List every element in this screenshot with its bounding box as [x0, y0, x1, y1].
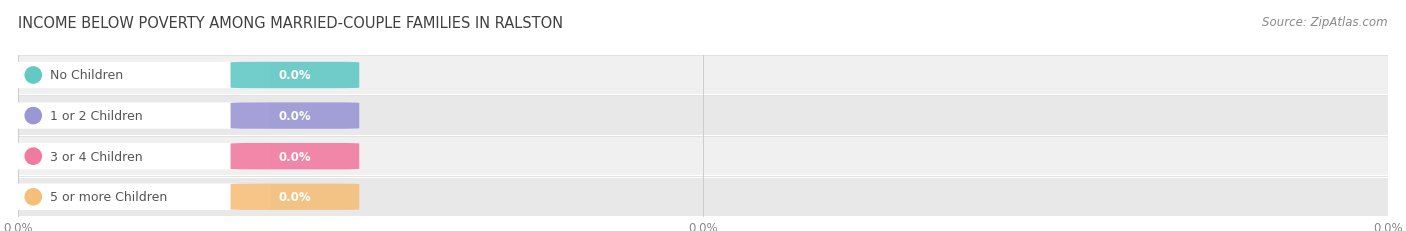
Bar — [18, 178, 1388, 216]
Text: 1 or 2 Children: 1 or 2 Children — [49, 109, 142, 123]
FancyBboxPatch shape — [1, 184, 270, 210]
Ellipse shape — [25, 189, 41, 205]
FancyBboxPatch shape — [1, 143, 270, 170]
Text: 5 or more Children: 5 or more Children — [49, 190, 167, 204]
Bar — [18, 137, 1388, 176]
Bar — [18, 57, 1388, 95]
FancyBboxPatch shape — [231, 184, 360, 210]
Text: 0.0%: 0.0% — [278, 109, 311, 123]
Text: 0.0%: 0.0% — [278, 190, 311, 204]
Ellipse shape — [25, 148, 41, 164]
Text: 0.0%: 0.0% — [278, 150, 311, 163]
FancyBboxPatch shape — [231, 103, 360, 129]
Text: INCOME BELOW POVERTY AMONG MARRIED-COUPLE FAMILIES IN RALSTON: INCOME BELOW POVERTY AMONG MARRIED-COUPL… — [18, 16, 564, 31]
Text: Source: ZipAtlas.com: Source: ZipAtlas.com — [1263, 16, 1388, 29]
Ellipse shape — [25, 67, 41, 84]
Text: No Children: No Children — [49, 69, 122, 82]
Text: 3 or 4 Children: 3 or 4 Children — [49, 150, 142, 163]
Text: 0.0%: 0.0% — [278, 69, 311, 82]
Bar — [18, 97, 1388, 135]
FancyBboxPatch shape — [1, 103, 270, 129]
FancyBboxPatch shape — [231, 63, 360, 89]
FancyBboxPatch shape — [1, 63, 270, 89]
FancyBboxPatch shape — [231, 143, 360, 170]
Ellipse shape — [25, 108, 41, 124]
